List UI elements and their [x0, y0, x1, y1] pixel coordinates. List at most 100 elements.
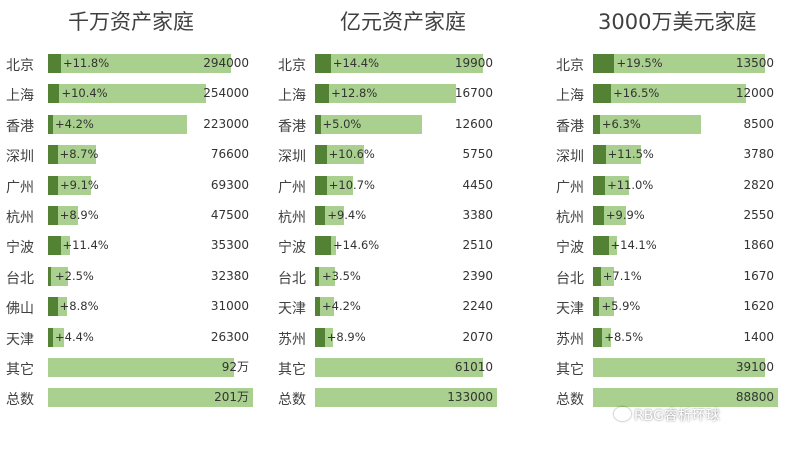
growth-bar [593, 206, 604, 225]
growth-label: +6.3% [601, 116, 641, 131]
growth-bar [593, 114, 600, 134]
value-label: 19900 [454, 56, 493, 70]
category-label: 台北 [278, 270, 306, 287]
watermark: RBG睿析环球 [614, 405, 720, 425]
value-label: 35300 [210, 238, 249, 253]
value-label: 69300 [210, 177, 249, 192]
value-label: 3780 [743, 147, 774, 162]
growth-bar [48, 297, 58, 317]
category-label: 上海 [278, 88, 306, 105]
value-bar [315, 145, 364, 165]
value-bar [315, 84, 457, 104]
growth-label: +14.1% [610, 238, 657, 253]
category-label: 天津 [278, 301, 306, 318]
category-label: 香港 [556, 118, 584, 135]
value-bar [593, 54, 766, 73]
growth-label: +11.0% [607, 177, 654, 192]
growth-bar [315, 145, 327, 165]
growth-label: +10.6% [328, 147, 375, 162]
category-label: 深圳 [6, 149, 34, 166]
growth-bar [593, 236, 609, 256]
value-label: 32380 [210, 268, 249, 283]
value-label: 1670 [743, 268, 774, 283]
value-bar [48, 266, 69, 286]
category-label: 天津 [556, 301, 584, 318]
value-label: 1400 [743, 329, 774, 344]
growth-label: +4.4% [55, 329, 94, 344]
growth-label: +11.4% [62, 238, 109, 253]
value-bar [48, 145, 96, 165]
value-bar [593, 84, 747, 104]
growth-bar [315, 54, 331, 73]
category-label: 香港 [6, 118, 34, 135]
growth-label: +9.9% [605, 208, 645, 222]
watermark-text: RBG睿析环球 [634, 408, 720, 424]
growth-label: +5.9% [601, 299, 641, 314]
growth-label: +4.2% [55, 116, 94, 131]
category-label: 上海 [556, 88, 584, 105]
growth-bar [593, 84, 612, 104]
category-label: 其它 [556, 362, 584, 378]
value-label: 4450 [462, 177, 493, 192]
category-label: 深圳 [556, 149, 584, 166]
value-bar [315, 266, 336, 286]
value-label: 12600 [454, 116, 493, 131]
category-label: 杭州 [6, 210, 34, 226]
growth-bar [315, 236, 332, 256]
growth-label: +10.4% [61, 86, 108, 101]
category-label: 天津 [6, 331, 34, 348]
category-label: 苏州 [278, 331, 306, 348]
value-label: 2820 [743, 177, 774, 192]
value-bar [48, 388, 253, 408]
growth-bar [48, 327, 53, 347]
value-label: 13500 [735, 56, 774, 70]
value-bar [48, 84, 206, 104]
panel-title: 千万资产家庭 [68, 10, 194, 34]
value-bar [315, 358, 484, 377]
growth-label: +5.0% [322, 116, 362, 131]
category-label: 杭州 [556, 210, 584, 226]
growth-bar [48, 54, 61, 73]
value-bar [593, 114, 702, 134]
value-label: 3380 [462, 208, 493, 222]
value-label: 39100 [735, 360, 774, 374]
growth-label: +4.2% [322, 299, 361, 314]
value-bar [48, 175, 92, 195]
category-label: 苏州 [556, 331, 584, 348]
category-label: 宁波 [556, 240, 584, 257]
growth-label: +8.9% [326, 329, 366, 344]
growth-bar [315, 206, 326, 225]
growth-bar [48, 266, 51, 286]
category-label: 台北 [6, 270, 34, 287]
value-bar [315, 114, 422, 134]
growth-label: +8.7% [59, 147, 99, 162]
category-label: 深圳 [278, 149, 306, 166]
growth-label: +3.5% [322, 268, 361, 283]
growth-bar [48, 114, 53, 134]
growth-label: +8.5% [604, 329, 644, 344]
category-label: 宁波 [278, 240, 306, 257]
value-bar [48, 114, 187, 134]
growth-bar [315, 114, 321, 134]
wechat-icon [614, 407, 631, 421]
value-label: 2550 [743, 208, 774, 222]
category-label: 广州 [556, 179, 584, 196]
category-label: 其它 [6, 362, 34, 378]
growth-label: +8.8% [59, 299, 99, 314]
growth-label: +11.8% [62, 56, 110, 70]
value-label: 8500 [743, 116, 774, 131]
value-label: 223000 [203, 116, 249, 131]
value-label: 1860 [743, 238, 774, 253]
panel-title: 亿元资产家庭 [340, 10, 466, 34]
value-label: 1620 [743, 299, 774, 314]
value-label: 2390 [462, 268, 493, 283]
value-bar [48, 358, 235, 377]
value-label: 2070 [462, 329, 493, 344]
category-label: 广州 [278, 179, 306, 196]
value-label: 31000 [210, 299, 249, 314]
category-label: 总数 [6, 392, 34, 409]
growth-label: +16.5% [613, 86, 660, 101]
value-label: 92万 [221, 360, 249, 374]
value-label: 254000 [203, 86, 249, 101]
